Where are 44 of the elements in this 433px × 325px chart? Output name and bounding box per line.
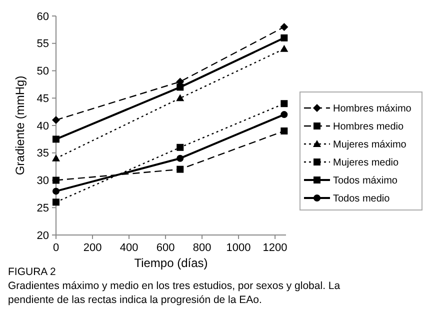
legend-label: Todos máximo <box>333 176 398 186</box>
x-tick-label: 800 <box>192 242 212 254</box>
point <box>280 111 288 118</box>
y-tick-label: 55 <box>36 38 49 50</box>
text: Gradientes máximo y medio en los tres estudios, por sexos y global. La <box>8 280 340 292</box>
point <box>176 154 184 162</box>
point <box>52 198 60 206</box>
legend-label: Mujeres medio <box>333 158 400 168</box>
legend-label: Hombres medio <box>333 122 404 132</box>
point <box>176 166 184 173</box>
x-tick-label: 0 <box>52 242 60 254</box>
x-tick-label: 1200 <box>262 242 288 254</box>
point <box>280 34 288 42</box>
text: pendiente de las rectas indica la progresión de la EAo. <box>8 294 262 306</box>
y-tick-label: 50 <box>36 66 49 78</box>
point <box>52 154 60 162</box>
y-tick-label: 40 <box>36 120 49 132</box>
y-axis-title: Gradiente (mmHg) <box>13 76 27 176</box>
legend-label: Hombres máximo <box>333 104 412 114</box>
point <box>176 84 184 91</box>
y-tick-label: 20 <box>36 230 49 242</box>
legend-label: Mujeres máximo <box>333 140 407 150</box>
legend-label: Todos medio <box>333 194 390 204</box>
x-tick-label: 600 <box>156 242 175 254</box>
y-tick-label: 60 <box>36 10 49 23</box>
x-tick-label: 1000 <box>226 242 251 254</box>
point <box>52 176 60 184</box>
point <box>52 116 60 124</box>
text: FIGURA 2 <box>8 266 56 278</box>
x-tick-label: 200 <box>83 242 102 254</box>
point <box>280 100 288 108</box>
x-axis-title: Tiempo (días) <box>134 256 208 270</box>
point <box>52 136 60 143</box>
point <box>52 188 60 195</box>
point <box>280 22 288 31</box>
y-tick-label: 30 <box>36 175 49 188</box>
y-tick-label: 35 <box>36 148 49 160</box>
x-tick-label: 400 <box>120 242 138 254</box>
y-tick-label: 45 <box>36 92 49 105</box>
y-tick-label: 25 <box>36 202 49 214</box>
point <box>176 144 184 151</box>
point <box>280 44 288 52</box>
point <box>280 127 288 134</box>
point <box>176 94 184 102</box>
